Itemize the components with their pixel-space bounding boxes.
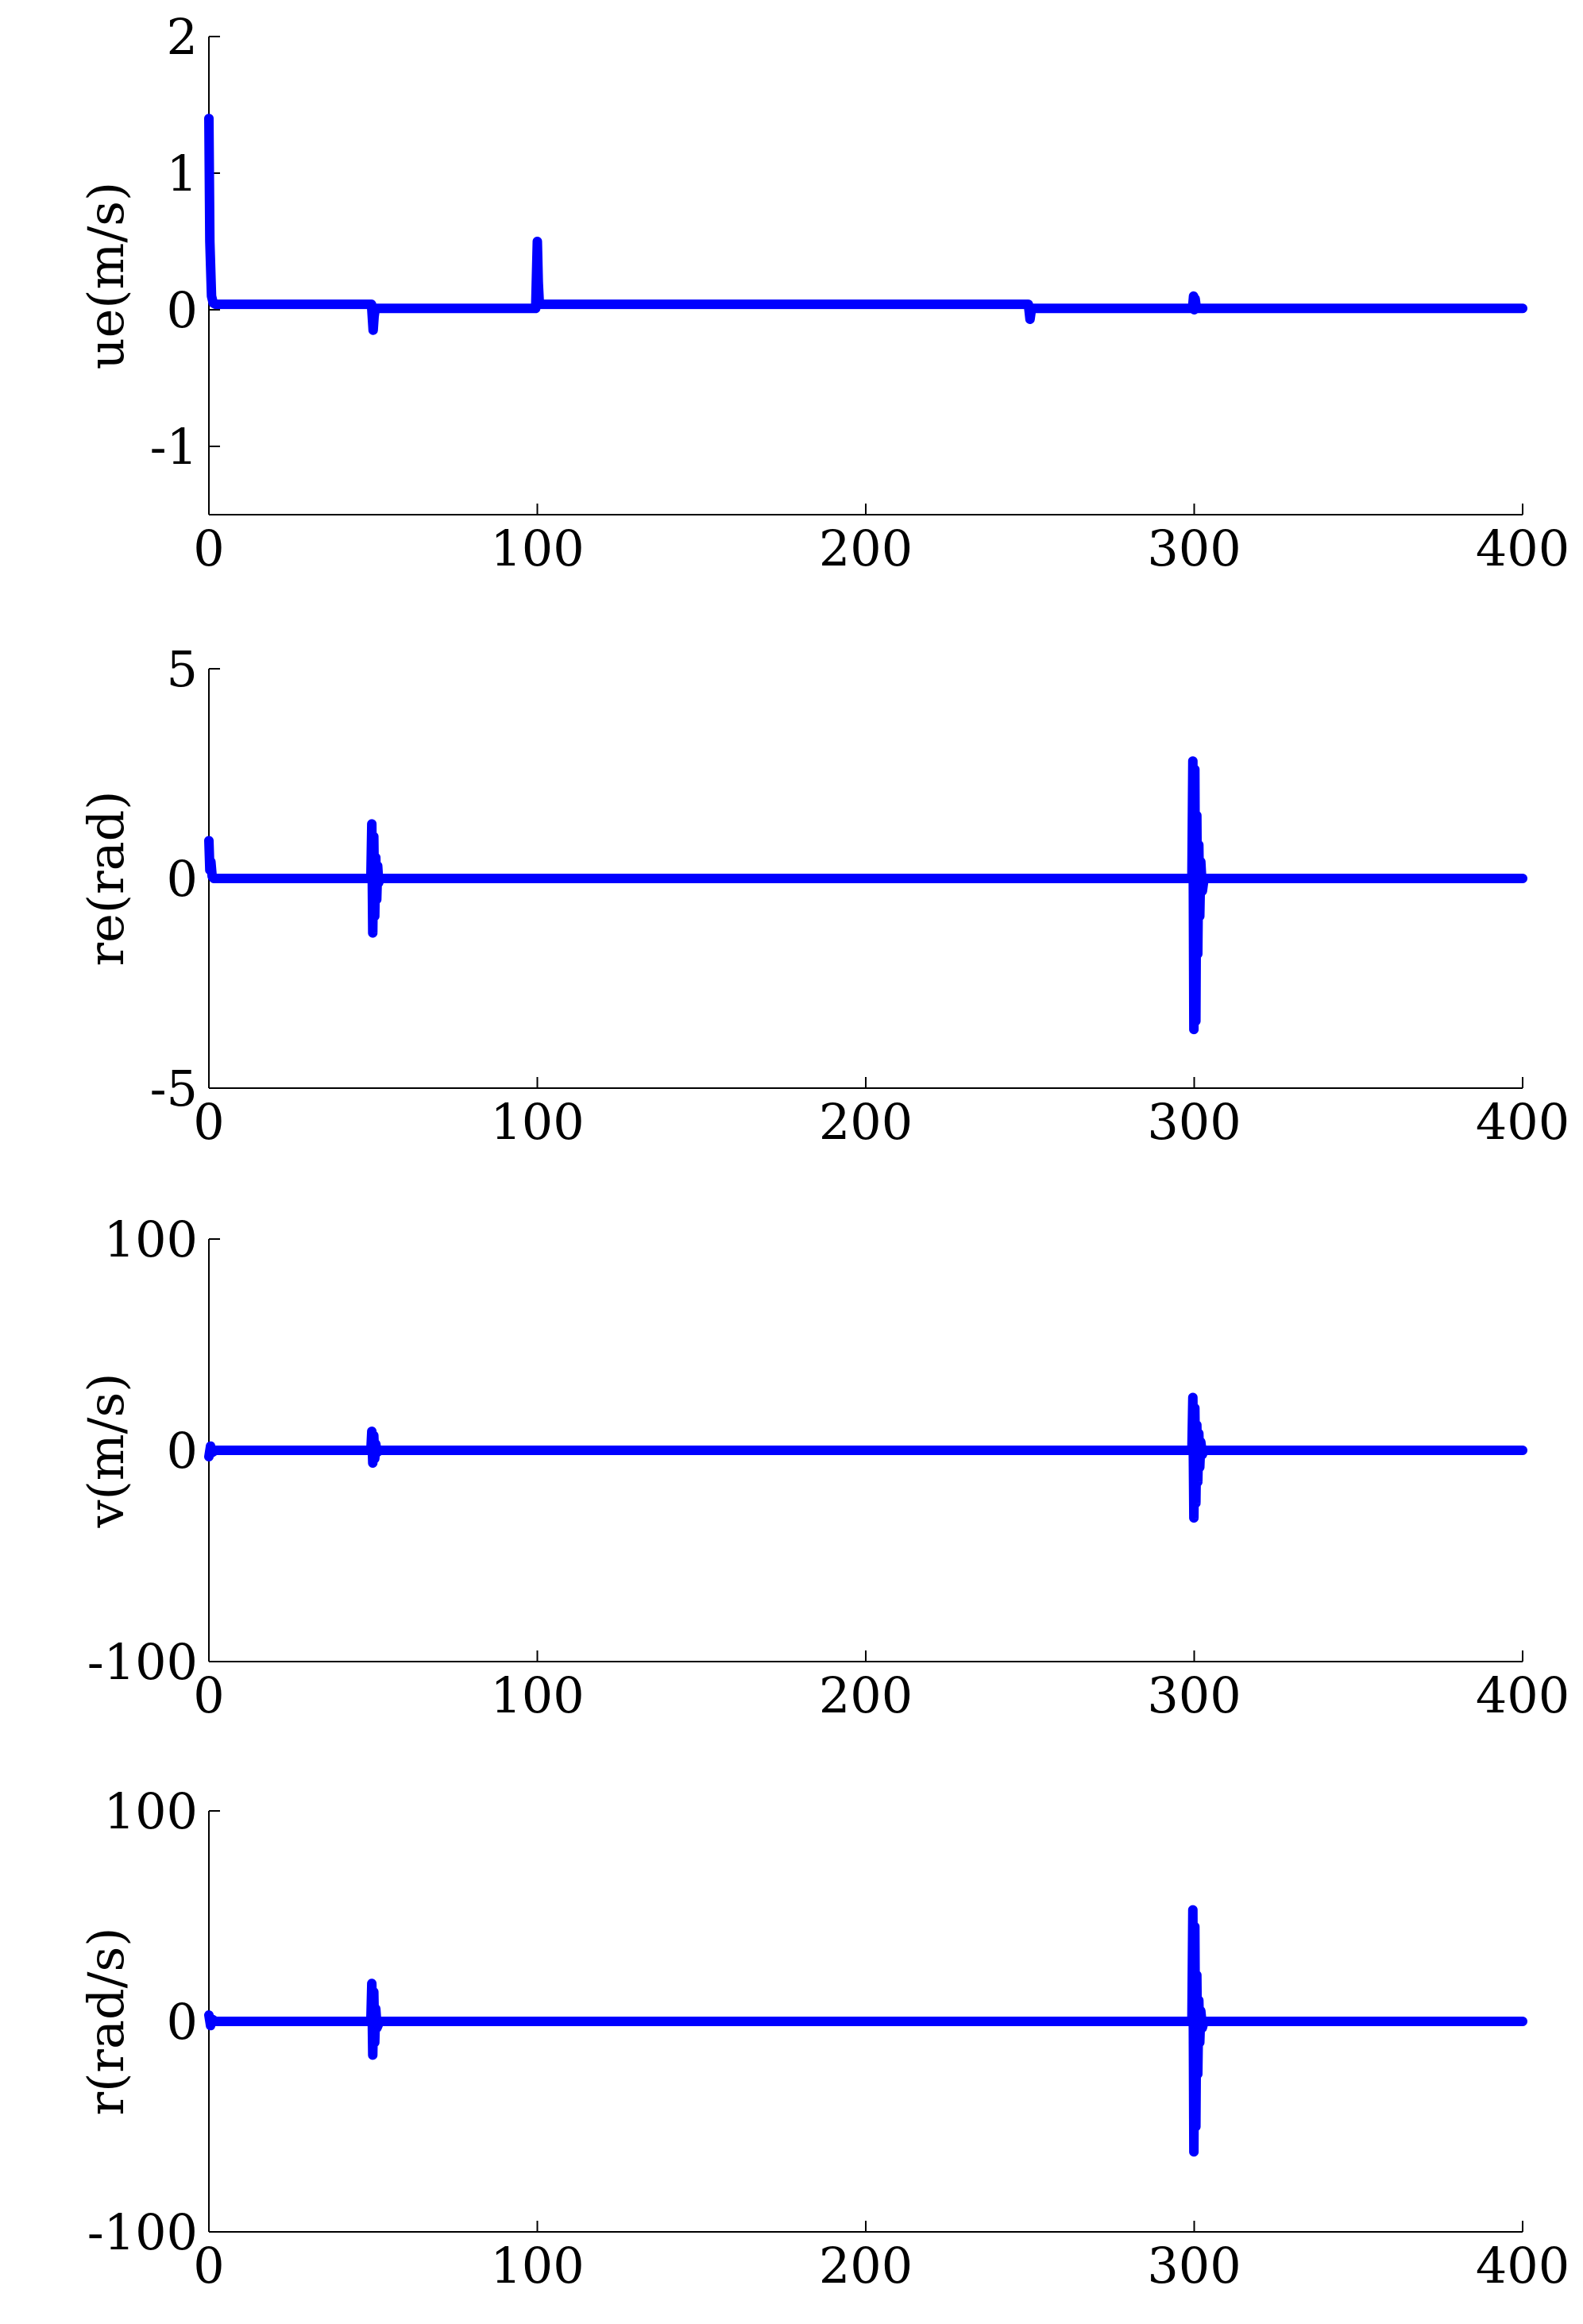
x-tick-label: 200 xyxy=(819,519,913,577)
y-tick-label: -100 xyxy=(87,1633,198,1691)
y-tick-label: 0 xyxy=(167,1993,198,2051)
x-tick-label: 400 xyxy=(1476,2237,1569,2295)
x-tick-label: 100 xyxy=(490,1666,584,1724)
y-axis-title: re(rad) xyxy=(77,791,135,967)
y-tick-label: 0 xyxy=(167,1422,198,1480)
y-tick-label: 5 xyxy=(167,640,198,698)
y-axis-title: v(m/s) xyxy=(77,1373,135,1529)
y-tick-label: 0 xyxy=(167,281,198,339)
x-tick-label: 200 xyxy=(819,1666,913,1724)
y-axis-title: r(rad/s) xyxy=(77,1927,135,2115)
x-tick-label: 400 xyxy=(1476,1093,1569,1151)
x-tick-label: 300 xyxy=(1147,1666,1241,1724)
x-tick-label: 400 xyxy=(1476,1666,1569,1724)
y-axis-title: ue(m/s) xyxy=(77,182,135,370)
x-tick-label: 0 xyxy=(193,519,224,577)
x-tick-label: 100 xyxy=(490,519,584,577)
x-tick-label: 200 xyxy=(819,2237,913,2295)
x-tick-label: 100 xyxy=(490,2237,584,2295)
x-tick-label: 300 xyxy=(1147,1093,1241,1151)
y-tick-label: 0 xyxy=(167,850,198,908)
series-line xyxy=(204,1392,1527,1523)
series-line xyxy=(204,114,1527,335)
x-tick-label: 100 xyxy=(490,1093,584,1151)
y-tick-label: 1 xyxy=(167,145,198,203)
x-tick-label: 200 xyxy=(819,1093,913,1151)
subplot-1: 0 100 200 300 400 2 1 0 -1 ue(m/s) xyxy=(77,8,1569,577)
y-tick-label: 2 xyxy=(167,8,198,66)
y-tick-label: 100 xyxy=(104,1210,198,1268)
x-tick-label: 0 xyxy=(193,1666,224,1724)
y-tick-label: -100 xyxy=(87,2203,198,2261)
series-line xyxy=(204,1905,1527,2157)
y-tick-label: -5 xyxy=(150,1060,198,1118)
y-tick-label: -1 xyxy=(150,418,198,476)
x-tick-label: 300 xyxy=(1147,519,1241,577)
x-tick-label: 300 xyxy=(1147,2237,1241,2295)
x-tick-label: 0 xyxy=(193,1093,224,1151)
y-tick-label: 100 xyxy=(104,1782,198,1840)
x-tick-label: 0 xyxy=(193,2237,224,2295)
series-line xyxy=(204,756,1527,1035)
x-tick-label: 400 xyxy=(1476,519,1569,577)
